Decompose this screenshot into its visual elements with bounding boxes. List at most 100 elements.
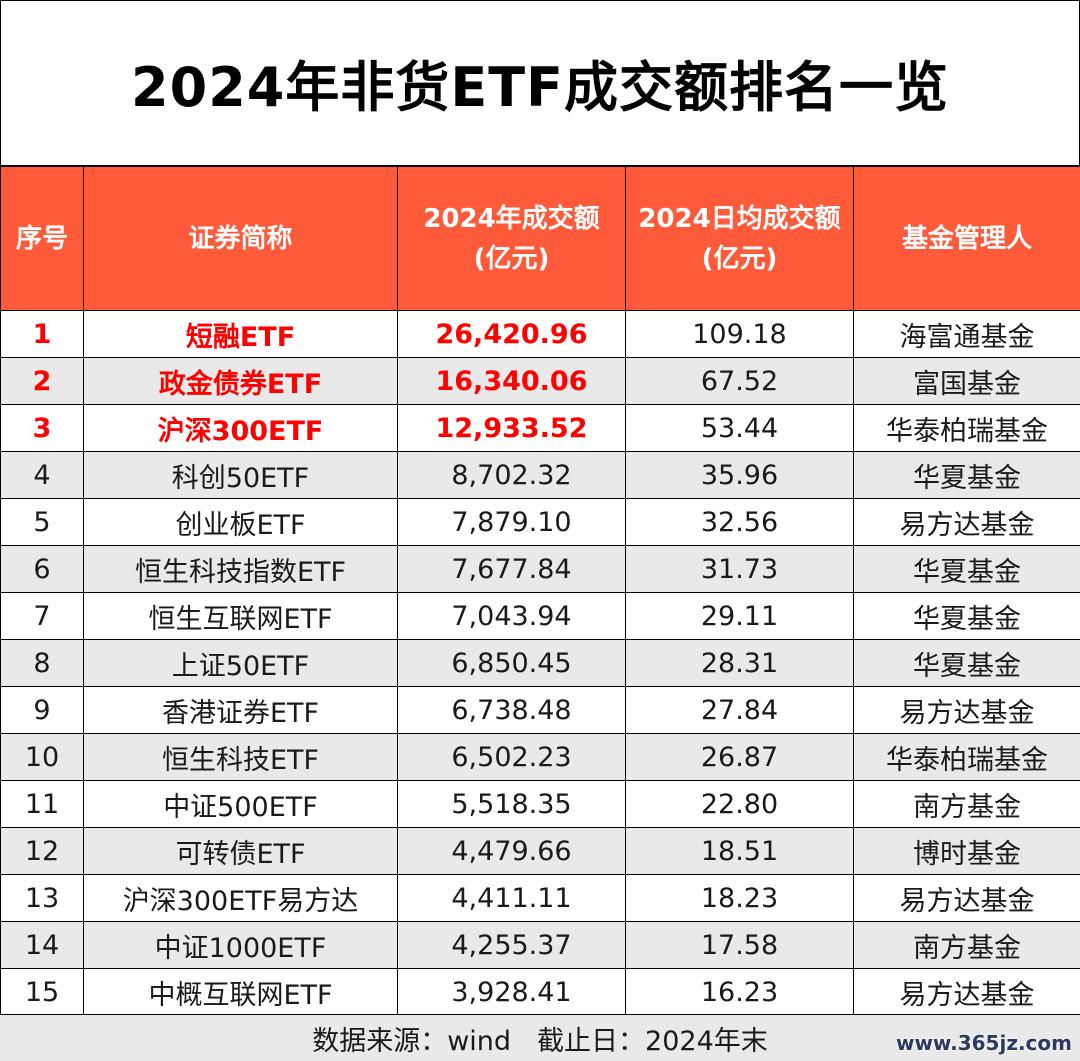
table-header-row: 序号 证券简称 2024年成交额 (亿元) 2024日均成交额 (亿元) 基金管… (0, 166, 1080, 311)
header-unit: (亿元) (701, 243, 778, 274)
fund-manager-cell: 华夏基金 (853, 451, 1080, 499)
security-name-cell: 恒生科技指数ETF (83, 545, 398, 593)
turnover-cell: 7,043.94 (397, 592, 626, 640)
rank-cell: 6 (0, 545, 84, 593)
daily-turnover-cell: 29.11 (625, 592, 854, 640)
fund-manager-cell: 华泰柏瑞基金 (853, 733, 1080, 781)
table-row: 4 科创50ETF 8,702.32 35.96 华夏基金 (0, 451, 1080, 499)
table-row: 13 沪深300ETF易方达 4,411.11 18.23 易方达基金 (0, 874, 1080, 922)
turnover-cell: 7,879.10 (397, 498, 626, 546)
daily-turnover-cell: 53.44 (625, 404, 854, 452)
table-row: 12 可转债ETF 4,479.66 18.51 博时基金 (0, 827, 1080, 875)
security-name-cell: 创业板ETF (83, 498, 398, 546)
rank-cell: 5 (0, 498, 84, 546)
security-name-cell: 中概互联网ETF (83, 968, 398, 1016)
table-body: 1 短融ETF 26,420.96 109.18 海富通基金 2 政金债券ETF 16,340… (0, 310, 1080, 1016)
rank-cell: 9 (0, 686, 84, 734)
security-name-cell: 香港证券ETF (83, 686, 398, 734)
fund-manager-cell: 富国基金 (853, 357, 1080, 405)
turnover-cell: 3,928.41 (397, 968, 626, 1016)
table-row: 11 中证500ETF 5,518.35 22.80 南方基金 (0, 780, 1080, 828)
rank-cell: 12 (0, 827, 84, 875)
security-name-cell: 短融ETF (83, 310, 398, 358)
rank-cell: 8 (0, 639, 84, 687)
table-row: 2 政金债券ETF 16,340.06 67.52 富国基金 (0, 357, 1080, 405)
rank-cell: 4 (0, 451, 84, 499)
header-label: 序号 (15, 223, 68, 254)
turnover-cell: 4,479.66 (397, 827, 626, 875)
site-watermark: www.365jz.com (895, 1031, 1072, 1055)
fund-manager-cell: 博时基金 (853, 827, 1080, 875)
fund-manager-cell: 华泰柏瑞基金 (853, 404, 1080, 452)
column-header-turnover: 2024年成交额 (亿元) (397, 166, 626, 311)
turnover-cell: 6,850.45 (397, 639, 626, 687)
turnover-cell: 6,738.48 (397, 686, 626, 734)
daily-turnover-cell: 17.58 (625, 921, 854, 969)
header-label: 2024年成交额 (423, 203, 600, 234)
security-name-cell: 中证500ETF (83, 780, 398, 828)
header-unit: (亿元) (473, 243, 550, 274)
header-label: 2024日均成交额 (638, 203, 841, 234)
column-header-name: 证券简称 (83, 166, 398, 311)
daily-turnover-cell: 16.23 (625, 968, 854, 1016)
fund-manager-cell: 海富通基金 (853, 310, 1080, 358)
security-name-cell: 可转债ETF (83, 827, 398, 875)
turnover-cell: 16,340.06 (397, 357, 626, 405)
daily-turnover-cell: 32.56 (625, 498, 854, 546)
fund-manager-cell: 华夏基金 (853, 592, 1080, 640)
column-header-daily-turnover: 2024日均成交额 (亿元) (625, 166, 854, 311)
table-row: 5 创业板ETF 7,879.10 32.56 易方达基金 (0, 498, 1080, 546)
daily-turnover-cell: 18.23 (625, 874, 854, 922)
rank-cell: 7 (0, 592, 84, 640)
table-row: 14 中证1000ETF 4,255.37 17.58 南方基金 (0, 921, 1080, 969)
security-name-cell: 政金债券ETF (83, 357, 398, 405)
table-row: 1 短融ETF 26,420.96 109.18 海富通基金 (0, 310, 1080, 358)
daily-turnover-cell: 31.73 (625, 545, 854, 593)
daily-turnover-cell: 26.87 (625, 733, 854, 781)
turnover-cell: 26,420.96 (397, 310, 626, 358)
daily-turnover-cell: 35.96 (625, 451, 854, 499)
table-row: 6 恒生科技指数ETF 7,677.84 31.73 华夏基金 (0, 545, 1080, 593)
rank-cell: 10 (0, 733, 84, 781)
daily-turnover-cell: 22.80 (625, 780, 854, 828)
turnover-cell: 7,677.84 (397, 545, 626, 593)
turnover-cell: 6,502.23 (397, 733, 626, 781)
daily-turnover-cell: 28.31 (625, 639, 854, 687)
table-row: 8 上证50ETF 6,850.45 28.31 华夏基金 (0, 639, 1080, 687)
rank-cell: 3 (0, 404, 84, 452)
footer-source-note: 数据来源：wind 截止日：2024年末 (0, 1014, 1080, 1061)
rank-cell: 15 (0, 968, 84, 1016)
security-name-cell: 沪深300ETF (83, 404, 398, 452)
fund-manager-cell: 南方基金 (853, 780, 1080, 828)
daily-turnover-cell: 18.51 (625, 827, 854, 875)
table-row: 10 恒生科技ETF 6,502.23 26.87 华泰柏瑞基金 (0, 733, 1080, 781)
table-row: 7 恒生互联网ETF 7,043.94 29.11 华夏基金 (0, 592, 1080, 640)
turnover-cell: 5,518.35 (397, 780, 626, 828)
turnover-cell: 4,255.37 (397, 921, 626, 969)
daily-turnover-cell: 109.18 (625, 310, 854, 358)
security-name-cell: 沪深300ETF易方达 (83, 874, 398, 922)
rank-cell: 11 (0, 780, 84, 828)
fund-manager-cell: 易方达基金 (853, 874, 1080, 922)
rank-cell: 2 (0, 357, 84, 405)
rank-cell: 14 (0, 921, 84, 969)
turnover-cell: 12,933.52 (397, 404, 626, 452)
fund-manager-cell: 易方达基金 (853, 968, 1080, 1016)
fund-manager-cell: 华夏基金 (853, 639, 1080, 687)
table-row: 15 中概互联网ETF 3,928.41 16.23 易方达基金 (0, 968, 1080, 1016)
page-title: 2024年非货ETF成交额排名一览 (0, 0, 1080, 166)
fund-manager-cell: 华夏基金 (853, 545, 1080, 593)
turnover-cell: 8,702.32 (397, 451, 626, 499)
header-label: 证券简称 (188, 223, 293, 254)
column-header-rank: 序号 (0, 166, 84, 311)
turnover-cell: 4,411.11 (397, 874, 626, 922)
etf-ranking-table: 序号 证券简称 2024年成交额 (亿元) 2024日均成交额 (亿元) 基金管… (0, 166, 1080, 1016)
header-label: 基金管理人 (901, 223, 1032, 254)
security-name-cell: 科创50ETF (83, 451, 398, 499)
rank-cell: 13 (0, 874, 84, 922)
column-header-manager: 基金管理人 (853, 166, 1080, 311)
rank-cell: 1 (0, 310, 84, 358)
fund-manager-cell: 南方基金 (853, 921, 1080, 969)
data-source-text: 数据来源：wind (312, 1025, 512, 1057)
cutoff-date-text: 截止日：2024年末 (537, 1025, 768, 1057)
